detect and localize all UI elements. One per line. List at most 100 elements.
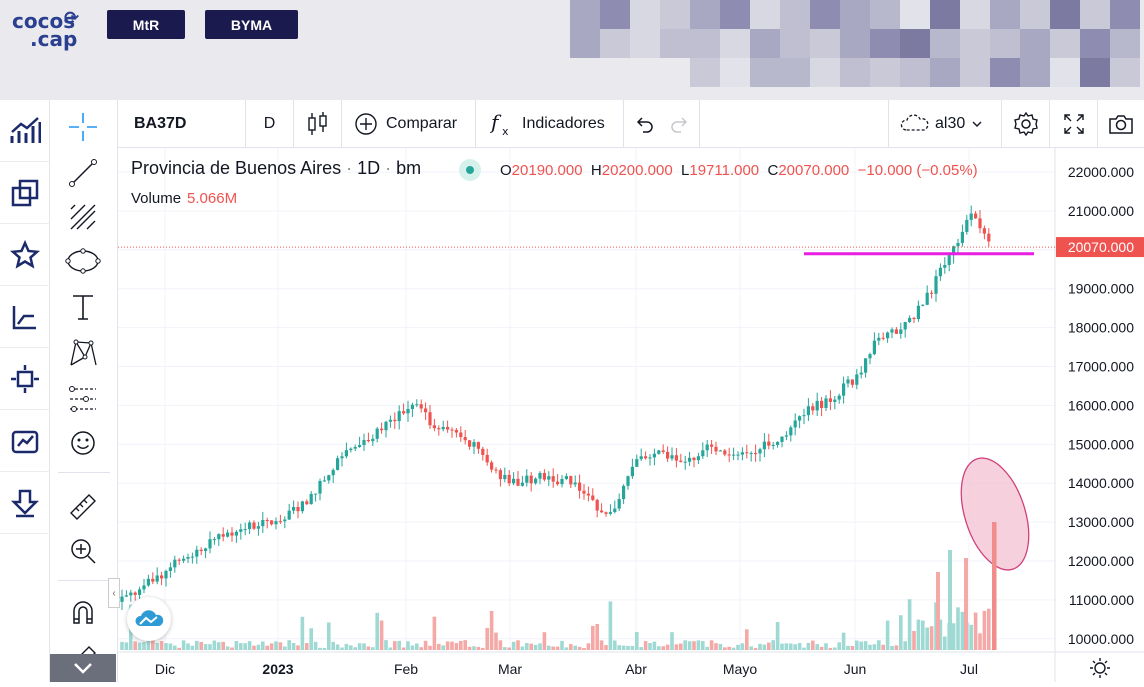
volume-bar: [366, 646, 371, 650]
candle-body: [256, 526, 260, 529]
nav-markets[interactable]: [0, 100, 50, 162]
nav-favorites[interactable]: [0, 224, 50, 286]
layout-menu-button[interactable]: al30: [888, 100, 1002, 148]
zoom-tool[interactable]: [64, 532, 102, 570]
crosshair-tool[interactable]: [64, 108, 102, 146]
candle-body: [309, 493, 313, 505]
candle-body: [353, 446, 357, 449]
volume-bar: [142, 642, 146, 650]
volume-bar: [635, 632, 639, 650]
volume-bar: [617, 645, 621, 650]
x-tick-label: Mayo: [723, 661, 757, 677]
magnet-tool[interactable]: [64, 594, 102, 632]
candle-body: [824, 398, 828, 408]
volume-bar: [687, 641, 692, 650]
candle-body: [908, 317, 912, 323]
shape-tool[interactable]: [64, 242, 102, 280]
indicators-button[interactable]: f x Indicadores: [476, 100, 624, 148]
interval-button[interactable]: D: [246, 100, 294, 148]
candle-body: [789, 427, 793, 436]
nav-portfolio[interactable]: [0, 410, 50, 472]
text-tool[interactable]: [64, 288, 102, 326]
candle-body: [683, 461, 687, 463]
fib-tool[interactable]: [64, 198, 102, 236]
ruler-tool[interactable]: [64, 488, 102, 526]
volume-bar: [736, 644, 740, 650]
market-status-indicator[interactable]: [459, 159, 481, 181]
candle-body: [182, 558, 186, 561]
chart-pane[interactable]: 22000.000 21000.000 19000.000 18000.000 1700…: [118, 148, 1144, 682]
undo-redo-group: [624, 100, 700, 148]
redo-icon[interactable]: [670, 114, 690, 134]
price-chart[interactable]: 22000.000 21000.000 19000.000 18000.000 1700…: [118, 148, 1144, 682]
y-tick-label: 13000.000: [1068, 514, 1134, 530]
candle-body: [133, 592, 137, 595]
byma-button[interactable]: BYMA: [205, 10, 298, 39]
mosaic-tile: [1050, 58, 1080, 87]
candle-body: [432, 425, 436, 429]
compare-button[interactable]: Comparar: [342, 100, 476, 148]
volume-bar: [828, 647, 833, 650]
symbol-search-button[interactable]: BA37D: [118, 100, 246, 148]
mtr-button[interactable]: MtR: [107, 10, 185, 39]
candle-body: [881, 337, 885, 339]
volume-bar: [217, 642, 221, 650]
settings-button[interactable]: [1002, 100, 1050, 148]
volume-bar: [133, 641, 137, 650]
volume-label: Volume: [131, 190, 182, 207]
volume-bar: [164, 643, 168, 650]
volume-bar: [837, 642, 841, 650]
cocos-cap-logo[interactable]: cocos .cap ⟳: [12, 10, 90, 62]
candle-body: [560, 478, 564, 485]
candle-body: [943, 265, 947, 268]
fullscreen-button[interactable]: [1050, 100, 1098, 148]
candle-body: [855, 374, 859, 385]
volume-bar: [599, 640, 604, 650]
candle-body: [657, 450, 661, 454]
mosaic-tile: [1080, 29, 1110, 58]
candle-body: [551, 476, 555, 482]
toolbar-scroll-down-button[interactable]: [50, 654, 116, 682]
undo-icon[interactable]: [634, 114, 654, 134]
candle-body: [982, 228, 986, 234]
volume-bar: [745, 629, 749, 650]
candle-body: [934, 276, 938, 294]
candle-body: [925, 292, 929, 305]
nav-focus[interactable]: [0, 348, 50, 410]
candle-body: [129, 592, 133, 596]
pattern-icon: [70, 339, 97, 366]
candle-body: [978, 218, 982, 229]
volume-bar: [868, 644, 872, 650]
chart-logo-badge[interactable]: [127, 597, 171, 641]
candle-body: [186, 557, 190, 559]
toolbar-collapse-handle[interactable]: ‹: [108, 578, 120, 608]
mosaic-tile: [690, 58, 720, 87]
legend-exchange: bm: [396, 158, 422, 178]
pattern-tool[interactable]: [64, 334, 102, 372]
volume-bar: [956, 607, 960, 650]
candle-body: [124, 595, 128, 597]
candle-body: [820, 400, 824, 408]
chart-type-button[interactable]: [294, 100, 342, 148]
candle-body: [459, 432, 463, 438]
emoji-tool[interactable]: [64, 424, 102, 462]
candle-body: [714, 446, 718, 452]
prediction-tool[interactable]: [64, 380, 102, 418]
snapshot-button[interactable]: [1098, 100, 1144, 148]
nav-analysis[interactable]: [0, 286, 50, 348]
mosaic-tile: [930, 29, 960, 58]
nav-orders[interactable]: [0, 162, 50, 224]
chart-settings-sun-button[interactable]: [1055, 654, 1144, 682]
candle-body: [591, 495, 595, 500]
candle-body: [393, 419, 397, 422]
candle-body: [828, 398, 832, 402]
logo-text-line2: .cap: [30, 27, 78, 51]
mosaic-tile: [630, 29, 660, 58]
candle-body: [736, 454, 740, 456]
trend-line-tool[interactable]: [64, 154, 102, 192]
mosaic-tile: [660, 0, 690, 29]
candle-body: [221, 534, 225, 537]
volume-bar: [789, 643, 793, 650]
nav-download[interactable]: [0, 472, 50, 534]
volume-bar: [639, 647, 643, 650]
